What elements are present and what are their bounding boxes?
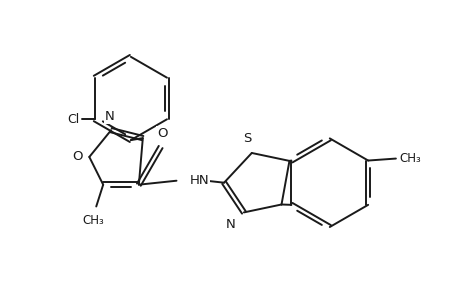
Text: CH₃: CH₃ [82, 214, 104, 227]
Text: N: N [226, 218, 235, 231]
Text: CH₃: CH₃ [399, 152, 421, 165]
Text: S: S [242, 132, 251, 145]
Text: Cl: Cl [67, 113, 79, 126]
Text: HN: HN [189, 174, 208, 187]
Text: N: N [105, 110, 115, 123]
Text: O: O [157, 127, 168, 140]
Text: O: O [72, 150, 82, 164]
